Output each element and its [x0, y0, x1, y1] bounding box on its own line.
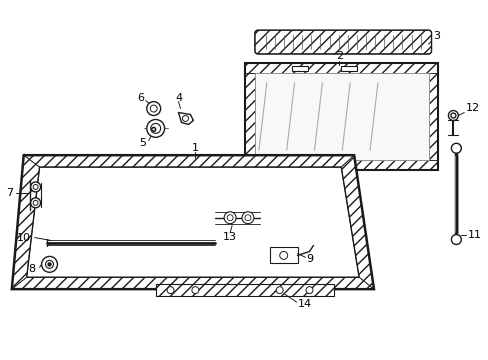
- Circle shape: [31, 198, 41, 208]
- Polygon shape: [269, 247, 297, 264]
- Circle shape: [244, 215, 250, 221]
- Circle shape: [45, 260, 53, 268]
- Text: 6: 6: [137, 93, 144, 103]
- Text: 13: 13: [223, 231, 237, 242]
- Circle shape: [279, 251, 287, 260]
- Text: 14: 14: [297, 299, 311, 309]
- Text: 4: 4: [175, 93, 182, 103]
- Polygon shape: [341, 66, 356, 71]
- Circle shape: [447, 111, 457, 121]
- Circle shape: [224, 212, 236, 224]
- Circle shape: [150, 105, 157, 112]
- Circle shape: [450, 235, 460, 244]
- Circle shape: [41, 256, 57, 272]
- Circle shape: [167, 287, 174, 294]
- Circle shape: [146, 120, 164, 137]
- Circle shape: [276, 287, 283, 294]
- Text: 10: 10: [17, 233, 31, 243]
- Polygon shape: [12, 155, 373, 289]
- Text: 5: 5: [139, 138, 146, 148]
- Circle shape: [48, 263, 51, 266]
- Polygon shape: [155, 284, 334, 296]
- Text: 3: 3: [433, 31, 440, 41]
- Text: 12: 12: [466, 103, 479, 113]
- Circle shape: [305, 287, 312, 294]
- Text: 11: 11: [468, 230, 481, 239]
- Circle shape: [150, 123, 161, 133]
- Circle shape: [151, 127, 155, 131]
- Circle shape: [31, 182, 41, 192]
- Circle shape: [146, 102, 161, 116]
- Circle shape: [191, 287, 199, 294]
- Circle shape: [226, 215, 233, 221]
- FancyBboxPatch shape: [254, 30, 431, 54]
- Circle shape: [33, 201, 38, 205]
- Polygon shape: [244, 63, 438, 170]
- Text: 9: 9: [305, 255, 312, 264]
- Circle shape: [450, 113, 455, 118]
- Polygon shape: [27, 167, 358, 277]
- Circle shape: [182, 116, 188, 121]
- Text: 8: 8: [28, 264, 35, 274]
- Polygon shape: [291, 66, 307, 71]
- Text: 2: 2: [335, 51, 342, 61]
- Text: 7: 7: [6, 188, 13, 198]
- Circle shape: [450, 143, 460, 153]
- Circle shape: [33, 184, 38, 189]
- Polygon shape: [254, 73, 427, 160]
- Circle shape: [242, 212, 253, 224]
- Text: 1: 1: [191, 143, 199, 153]
